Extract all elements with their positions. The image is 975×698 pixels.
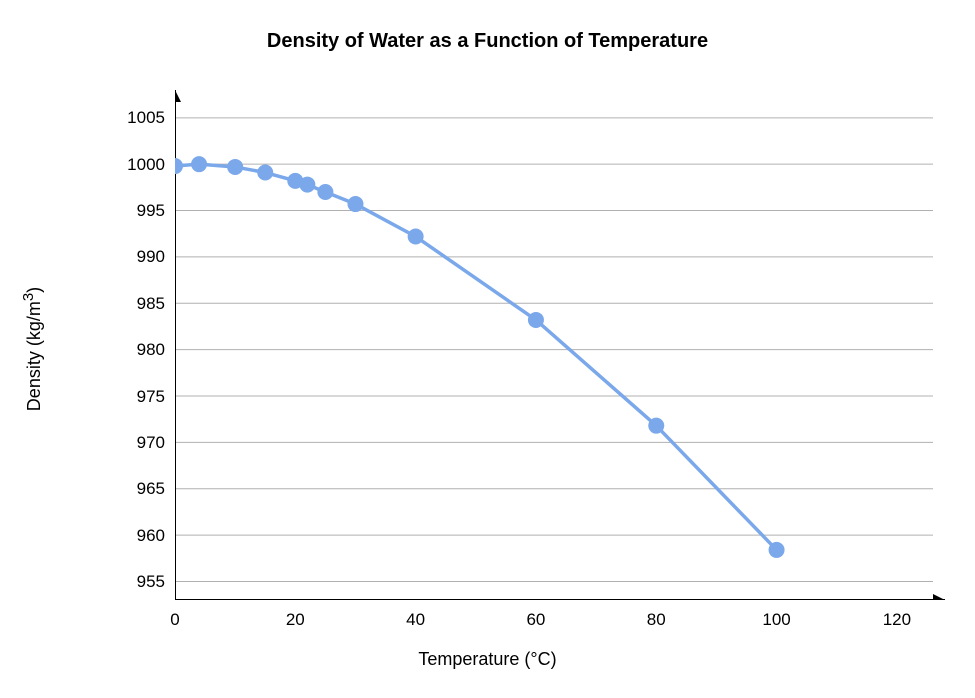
y-tick-label: 965 bbox=[115, 479, 165, 499]
y-tick-label: 990 bbox=[115, 247, 165, 267]
data-marker bbox=[227, 159, 243, 175]
chart-title: Density of Water as a Function of Temper… bbox=[0, 30, 975, 53]
y-tick-label: 960 bbox=[115, 526, 165, 546]
data-marker bbox=[408, 229, 424, 245]
x-axis-label: Temperature (°C) bbox=[0, 649, 975, 670]
data-marker bbox=[528, 312, 544, 328]
data-line bbox=[175, 164, 777, 550]
y-axis-label: Density (kg/m3) bbox=[20, 287, 45, 411]
x-tick-label: 60 bbox=[516, 610, 556, 630]
data-marker bbox=[175, 158, 183, 174]
x-tick-label: 120 bbox=[877, 610, 917, 630]
y-tick-label: 995 bbox=[115, 201, 165, 221]
x-tick-label: 0 bbox=[155, 610, 195, 630]
y-tick-label: 970 bbox=[115, 433, 165, 453]
plot-area bbox=[175, 90, 945, 600]
ylabel-main: Density (kg/m bbox=[24, 301, 44, 411]
y-tick-label: 985 bbox=[115, 294, 165, 314]
y-tick-label: 980 bbox=[115, 340, 165, 360]
x-tick-label: 40 bbox=[396, 610, 436, 630]
y-axis-arrow-icon bbox=[175, 90, 181, 102]
data-marker bbox=[648, 418, 664, 434]
y-tick-label: 955 bbox=[115, 572, 165, 592]
x-tick-label: 80 bbox=[636, 610, 676, 630]
y-tick-label: 1000 bbox=[115, 155, 165, 175]
x-tick-label: 20 bbox=[275, 610, 315, 630]
data-marker bbox=[191, 156, 207, 172]
ylabel-sup: 3 bbox=[20, 293, 37, 301]
x-tick-label: 100 bbox=[757, 610, 797, 630]
y-tick-label: 1005 bbox=[115, 108, 165, 128]
chart-container: Density of Water as a Function of Temper… bbox=[0, 0, 975, 698]
data-marker bbox=[317, 184, 333, 200]
y-tick-label: 975 bbox=[115, 387, 165, 407]
data-marker bbox=[347, 196, 363, 212]
data-marker bbox=[769, 542, 785, 558]
ylabel-tail: ) bbox=[24, 287, 44, 293]
plot-svg bbox=[175, 90, 945, 600]
data-marker bbox=[299, 177, 315, 193]
data-marker bbox=[257, 165, 273, 181]
